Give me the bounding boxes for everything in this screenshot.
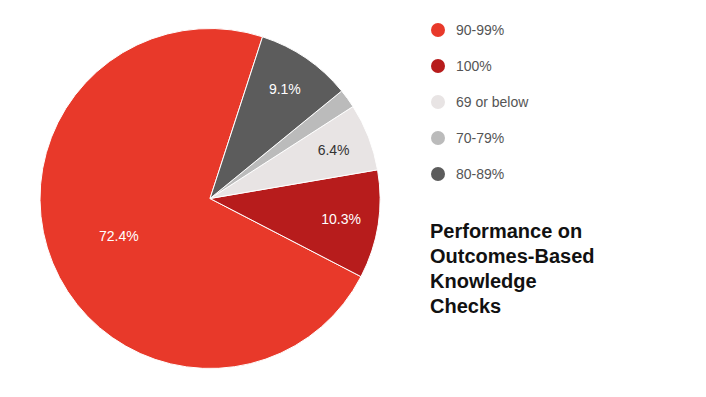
legend-item: 90-99% [431,22,504,38]
legend-item: 70-79% [431,130,504,146]
legend-swatch [431,167,445,181]
title: Performance on Outcomes-Based Knowledge Che… [430,220,595,317]
legend-label: 69 or below [456,94,529,110]
data-label: 72.4% [99,228,139,244]
legend-swatch [431,23,445,37]
title-line: Knowledge [430,270,537,292]
title-line: Performance on [430,220,582,242]
data-label: 6.4% [318,142,350,158]
legend-item: 69 or below [431,94,529,110]
pie [40,28,380,368]
legend-swatch [431,131,445,145]
legend-label: 70-79% [456,130,504,146]
legend-label: 90-99% [456,22,504,38]
legend-label: 100% [456,58,492,74]
legend: 90-99% 100% 69 or below 70-79% 80-89% [431,22,529,182]
legend-item: 80-89% [431,166,504,182]
legend-swatch [431,95,445,109]
title-line: Outcomes-Based [430,245,595,267]
pie-slice [210,37,342,199]
data-label: 9.1% [269,81,301,97]
legend-label: 80-89% [456,166,504,182]
data-label: 10.3% [321,211,361,227]
chart: 72.4% 10.3% 6.4% 9.1% 90-99% 100% 69 or below 7… [0,0,706,397]
data-labels: 72.4% 10.3% 6.4% 9.1% [99,81,361,244]
title-line: Checks [430,295,501,317]
legend-item: 100% [431,58,492,74]
legend-swatch [431,59,445,73]
